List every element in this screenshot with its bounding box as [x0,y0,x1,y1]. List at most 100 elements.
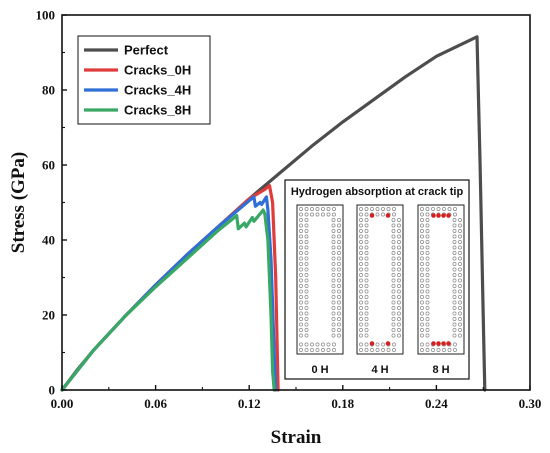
lattice-atom [299,322,303,327]
x-tick-label: 0.24 [425,396,448,411]
lattice-atom [359,311,363,316]
lattice-atom [364,256,369,261]
lattice-atom [397,262,401,266]
lattice-atom [359,240,363,244]
lattice-atom [420,300,424,305]
lattice-atom [304,322,309,327]
legend-label: Cracks_0H [124,63,191,78]
lattice-atom [337,278,341,283]
inset-panel-label: 0 H [311,364,328,376]
lattice-atom [337,295,341,299]
y-axis-title: Stress (GPa) [8,152,29,254]
lattice-atom [391,284,396,288]
lattice-atom [458,328,462,332]
lattice-atom [331,311,336,316]
inset-panel: 0 H [296,204,344,376]
lattice-atom [452,284,457,288]
lattice-atom [425,256,430,261]
lattice-atom [359,262,363,266]
lattice-atom [397,273,401,277]
lattice-atom [315,212,320,217]
lattice-atom [391,218,396,222]
lattice-atom [304,267,309,272]
lattice-atom [391,240,396,244]
lattice-atom [458,284,462,288]
y-tick-label: 0 [49,383,56,398]
lattice-atom [310,212,314,217]
hydrogen-atom [385,213,391,218]
lattice-atom [397,328,401,332]
lattice-atom [359,295,363,299]
lattice-atom [299,245,303,250]
lattice-atom [386,348,391,352]
lattice-atom [364,251,369,255]
lattice-atom [452,317,457,321]
lattice-atom [331,245,336,250]
hydrogen-atom [431,213,436,218]
lattice-atom [458,223,462,228]
lattice-atom [391,262,396,266]
lattice-atom [458,322,462,327]
lattice-atom [397,333,401,338]
lattice-atom [326,207,331,211]
lattice-atom [453,207,457,211]
lattice-atom [452,278,457,283]
lattice-atom [420,311,424,316]
lattice-atom [337,333,341,338]
lattice-atom [299,256,303,261]
lattice-atom [397,251,401,255]
lattice-atom [337,262,341,266]
lattice-atom [391,289,396,294]
lattice-atom [425,284,430,288]
lattice-atom [425,245,430,250]
lattice-atom [321,342,325,347]
lattice-atom [304,218,309,222]
lattice-atom [304,311,309,316]
lattice-atom [332,348,336,352]
lattice-atom [436,207,441,211]
lattice-atom [425,207,430,211]
lattice-atom [375,342,380,347]
lattice-atom [364,289,369,294]
lattice-atom [359,317,363,321]
lattice-atom [337,251,341,255]
lattice-atom [397,289,401,294]
legend-label: Cracks_4H [124,83,191,98]
lattice-atom [337,234,341,239]
lattice-atom [381,207,385,211]
lattice-atom [397,256,401,261]
lattice-atom [458,333,462,338]
lattice-atom [299,262,303,266]
lattice-atom [458,229,462,233]
lattice-atom [458,300,462,305]
lattice-atom [364,240,369,244]
lattice-atom [425,348,430,352]
lattice-atom [370,207,374,211]
lattice-atom [420,273,424,277]
lattice-atom [364,223,369,228]
lattice-atom [299,333,303,338]
lattice-atom [337,240,341,244]
x-tick-label: 0.12 [238,396,261,411]
lattice-atom [425,223,430,228]
lattice-atom [453,348,457,352]
lattice-atom [337,311,341,316]
lattice-atom [364,229,369,233]
series-layer [60,35,487,392]
lattice-atom [304,295,309,299]
lattice-atom [359,245,363,250]
lattice-atom [304,229,309,233]
lattice-atom [310,207,314,211]
lattice-atom [304,251,309,255]
lattice-atom [458,278,462,283]
lattice-atom [391,234,396,239]
hydrogen-atom [369,341,375,346]
lattice-atom [420,251,424,255]
lattice-atom [359,207,363,211]
lattice-atom [359,234,363,239]
lattice-atom [420,218,424,222]
lattice-atom [337,289,341,294]
lattice-atom [420,240,424,244]
lattice-atom [420,289,424,294]
lattice-atom [321,207,325,211]
